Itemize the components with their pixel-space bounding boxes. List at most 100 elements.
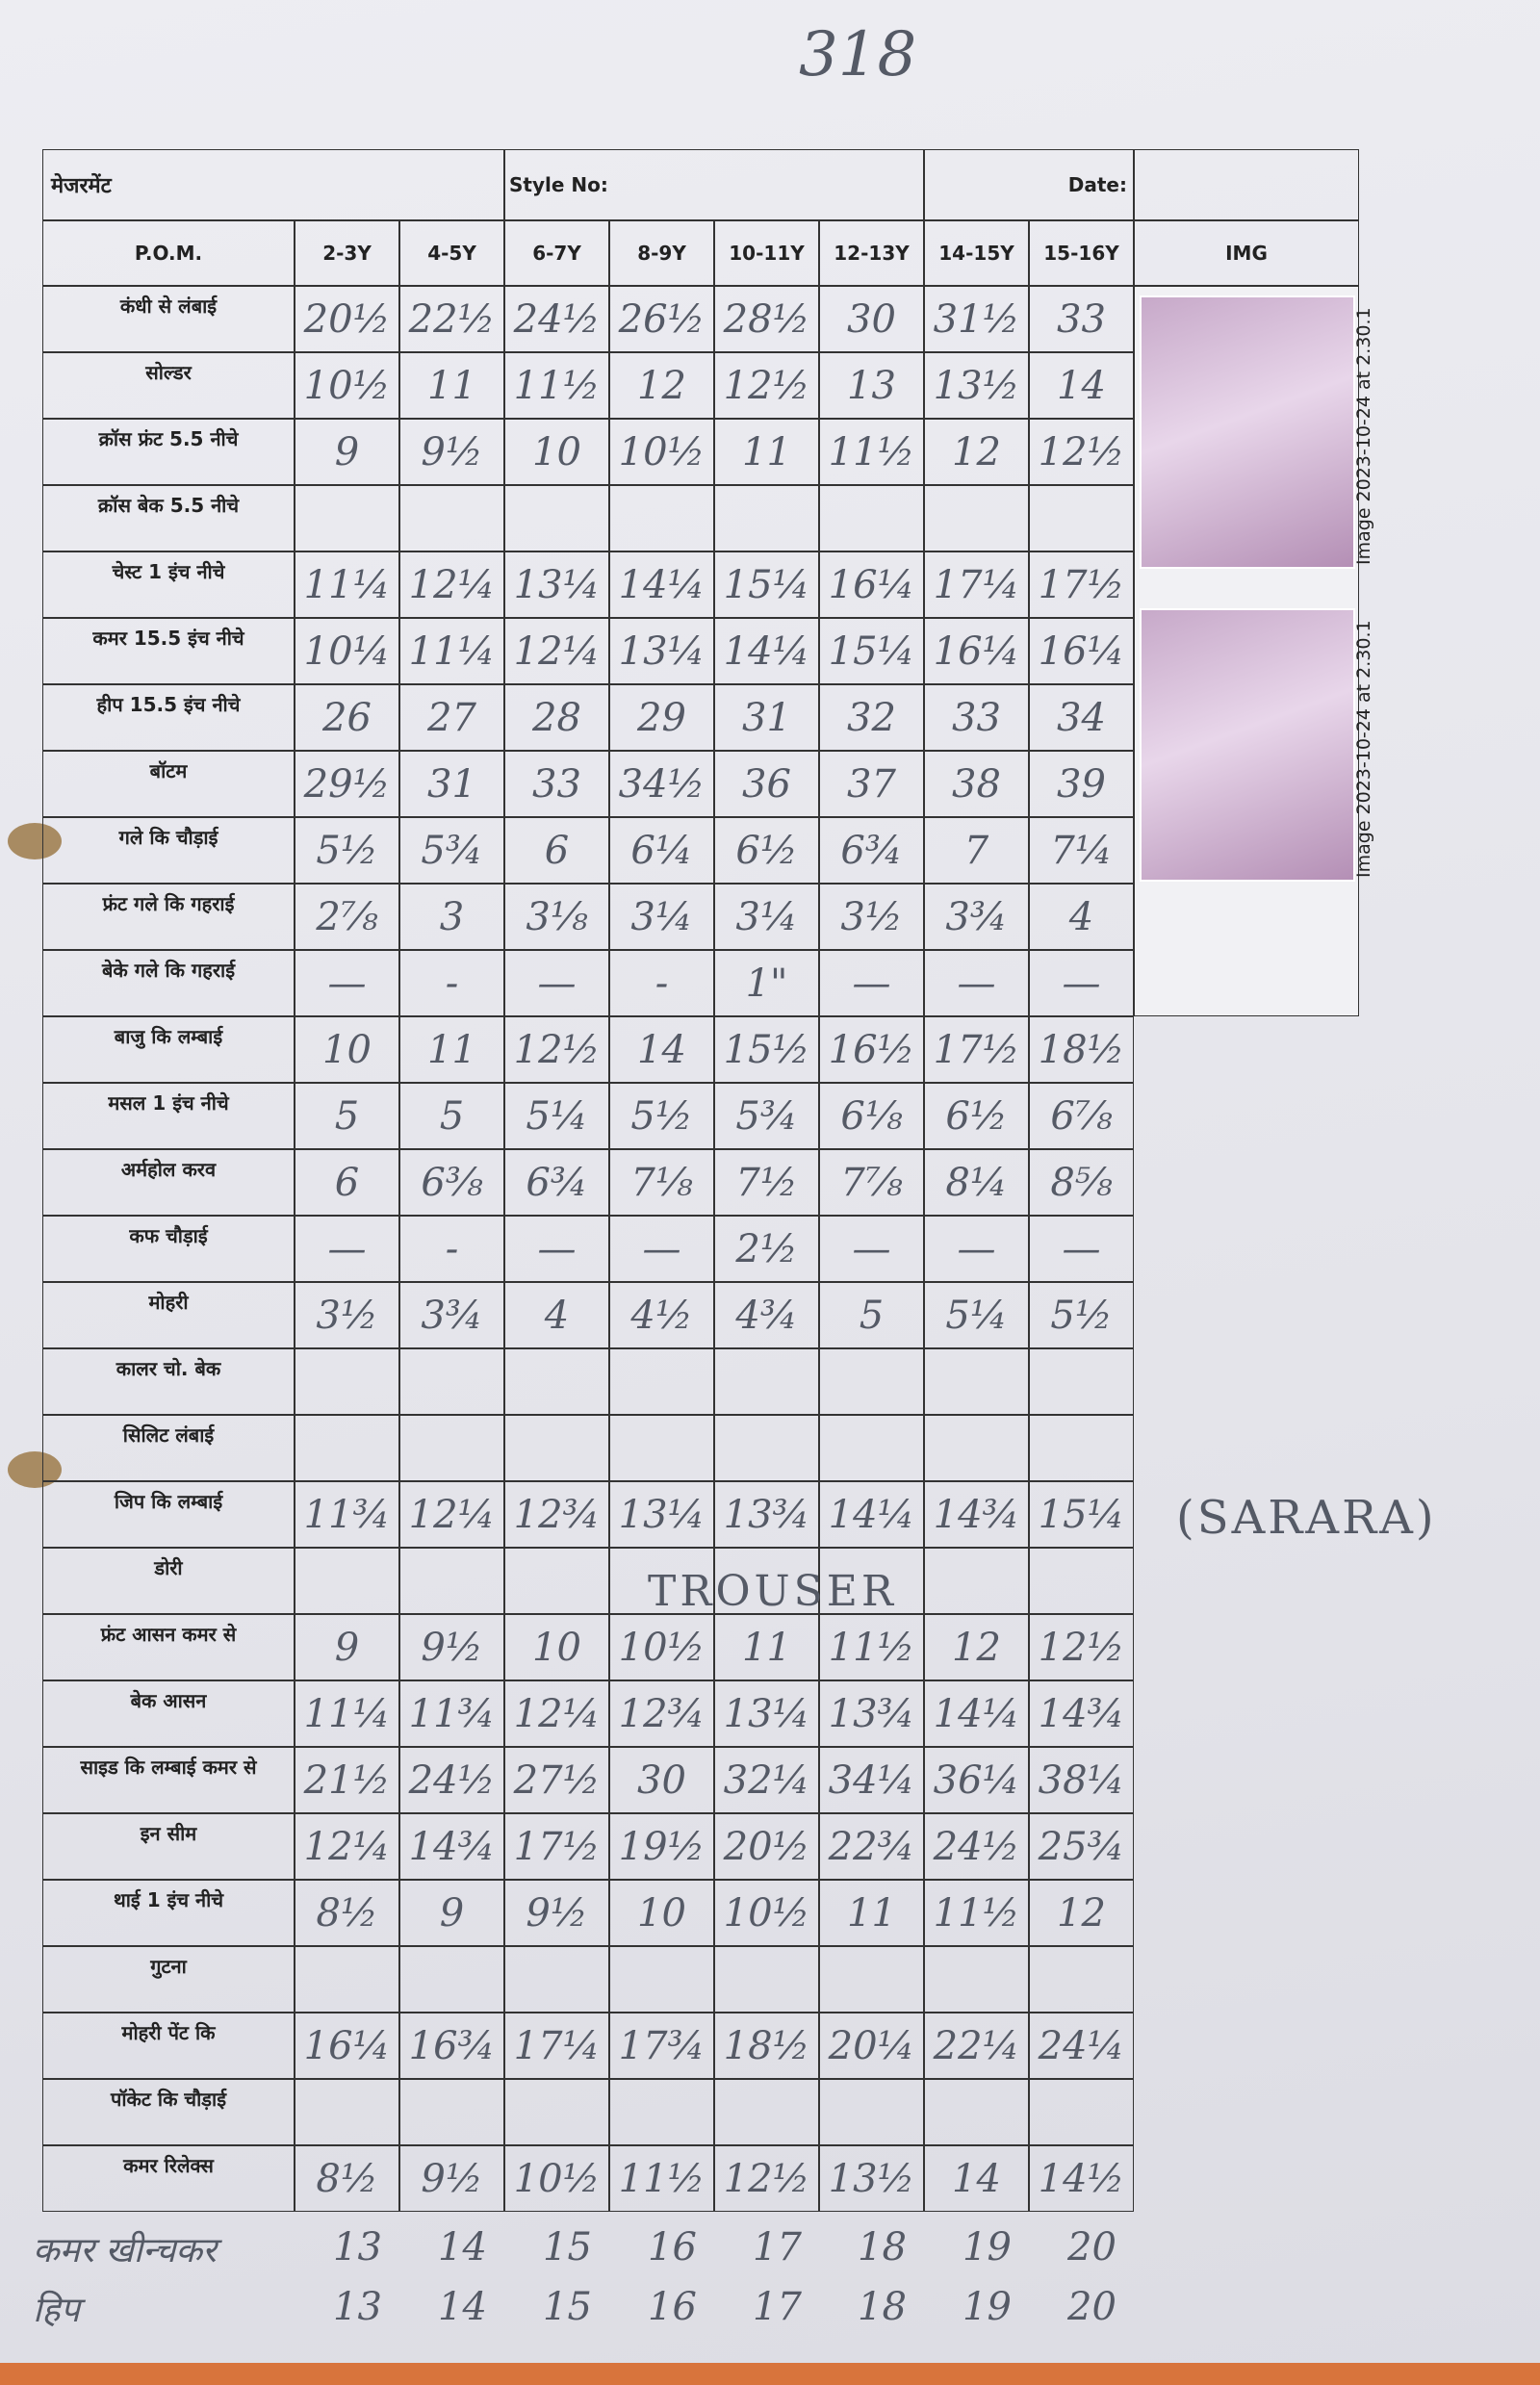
value-cell: 15¼ bbox=[714, 551, 819, 618]
empty-cell bbox=[295, 1415, 399, 1481]
value-cell: 14¼ bbox=[609, 551, 714, 618]
value-cell: 32 bbox=[819, 684, 924, 751]
punch-hole bbox=[8, 823, 62, 859]
value-cell: 34 bbox=[1029, 684, 1134, 751]
value-cell: 12 bbox=[1029, 1880, 1134, 1946]
image-caption: Image 2023-10-24 at 2.30.1 bbox=[1353, 307, 1374, 565]
value-cell: 5½ bbox=[609, 1083, 714, 1149]
extra-value: 20 bbox=[1067, 2225, 1116, 2270]
value-cell: — bbox=[1029, 950, 1134, 1016]
value-cell: 24¼ bbox=[1029, 2013, 1134, 2079]
row-label: कंधी से लंबाई bbox=[42, 286, 295, 352]
value-cell: 9½ bbox=[399, 2145, 504, 2212]
value-cell: 12 bbox=[609, 352, 714, 419]
empty-cell bbox=[609, 2079, 714, 2145]
empty-cell bbox=[924, 1348, 1029, 1415]
value-cell: 14¾ bbox=[1029, 1680, 1134, 1747]
value-cell: 6¼ bbox=[609, 817, 714, 884]
empty-cell bbox=[295, 1548, 399, 1614]
row-label: कालर चो. बेक bbox=[42, 1348, 295, 1415]
value-cell: 14 bbox=[1029, 352, 1134, 419]
column-header: 8-9Y bbox=[609, 220, 714, 286]
value-cell: 30 bbox=[609, 1747, 714, 1813]
value-cell: 33 bbox=[504, 751, 609, 817]
value-cell: — bbox=[819, 1216, 924, 1282]
empty-cell bbox=[609, 1946, 714, 2013]
row-label: डोरी bbox=[42, 1548, 295, 1614]
empty-cell bbox=[1029, 1946, 1134, 2013]
value-cell: 15¼ bbox=[819, 618, 924, 684]
row-label: गले कि चौड़ाई bbox=[42, 817, 295, 884]
value-cell: 24½ bbox=[504, 286, 609, 352]
value-cell: 14¼ bbox=[924, 1680, 1029, 1747]
empty-cell bbox=[399, 2079, 504, 2145]
value-cell: 5½ bbox=[1029, 1282, 1134, 1348]
value-cell: 6 bbox=[295, 1149, 399, 1216]
extra-value: 15 bbox=[543, 2285, 592, 2329]
value-cell: — bbox=[819, 950, 924, 1016]
value-cell: 17¾ bbox=[609, 2013, 714, 2079]
extra-value: 13 bbox=[333, 2285, 382, 2329]
empty-cell bbox=[819, 1946, 924, 2013]
value-cell: 16¼ bbox=[924, 618, 1029, 684]
extra-value: 18 bbox=[858, 2285, 907, 2329]
value-cell: — bbox=[609, 1216, 714, 1282]
empty-cell bbox=[924, 1946, 1029, 2013]
value-cell: 12½ bbox=[1029, 1614, 1134, 1680]
empty-cell bbox=[714, 1946, 819, 2013]
value-cell: 15½ bbox=[714, 1016, 819, 1083]
empty-cell bbox=[714, 1348, 819, 1415]
empty-cell bbox=[1029, 1548, 1134, 1614]
empty-cell bbox=[609, 485, 714, 551]
value-cell: 13½ bbox=[819, 2145, 924, 2212]
value-cell: 13¼ bbox=[714, 1680, 819, 1747]
value-cell: 9 bbox=[295, 419, 399, 485]
empty-cell bbox=[295, 2079, 399, 2145]
value-cell: 7¼ bbox=[1029, 817, 1134, 884]
value-cell: 12 bbox=[924, 1614, 1029, 1680]
value-cell: 6⅜ bbox=[399, 1149, 504, 1216]
row-label: कमर रिलेक्स bbox=[42, 2145, 295, 2212]
empty-cell bbox=[504, 1946, 609, 2013]
row-label: फ्रंट आसन कमर से bbox=[42, 1614, 295, 1680]
value-cell: 17½ bbox=[1029, 551, 1134, 618]
value-cell: 6¾ bbox=[504, 1149, 609, 1216]
empty-cell bbox=[609, 1348, 714, 1415]
value-cell: 10½ bbox=[714, 1880, 819, 1946]
value-cell: 6½ bbox=[714, 817, 819, 884]
product-photo bbox=[1140, 608, 1355, 882]
table-edge bbox=[0, 2363, 1540, 2385]
value-cell: 17½ bbox=[504, 1813, 609, 1880]
value-cell: 10½ bbox=[295, 352, 399, 419]
value-cell: 34¼ bbox=[819, 1747, 924, 1813]
value-cell: 6½ bbox=[924, 1083, 1029, 1149]
value-cell: 37 bbox=[819, 751, 924, 817]
value-cell: 5¼ bbox=[504, 1083, 609, 1149]
value-cell: 20½ bbox=[295, 286, 399, 352]
row-label: पॉकेट कि चौड़ाई bbox=[42, 2079, 295, 2145]
extra-label: कमर खीन्चकर bbox=[33, 2231, 217, 2270]
value-cell: 31½ bbox=[924, 286, 1029, 352]
value-cell: 9½ bbox=[399, 419, 504, 485]
value-cell: 14¾ bbox=[399, 1813, 504, 1880]
row-label: कमर 15.5 इंच नीचे bbox=[42, 618, 295, 684]
value-cell: 11½ bbox=[504, 352, 609, 419]
value-cell: 5¾ bbox=[714, 1083, 819, 1149]
value-cell: 20½ bbox=[714, 1813, 819, 1880]
value-cell: 26 bbox=[295, 684, 399, 751]
column-header: 2-3Y bbox=[295, 220, 399, 286]
trouser-note: TROUSER bbox=[648, 1567, 898, 1616]
extra-value: 19 bbox=[962, 2225, 1012, 2270]
extra-value: 18 bbox=[858, 2225, 907, 2270]
value-cell: 7⅞ bbox=[819, 1149, 924, 1216]
value-cell: 6⅛ bbox=[819, 1083, 924, 1149]
value-cell: — bbox=[295, 950, 399, 1016]
row-label: क्रॉस बेक 5.5 नीचे bbox=[42, 485, 295, 551]
value-cell: 10 bbox=[609, 1880, 714, 1946]
value-cell: 19½ bbox=[609, 1813, 714, 1880]
value-cell: 17¼ bbox=[924, 551, 1029, 618]
value-cell: — bbox=[1029, 1216, 1134, 1282]
value-cell: 13¼ bbox=[609, 618, 714, 684]
empty-cell bbox=[295, 485, 399, 551]
value-cell: 11½ bbox=[819, 419, 924, 485]
